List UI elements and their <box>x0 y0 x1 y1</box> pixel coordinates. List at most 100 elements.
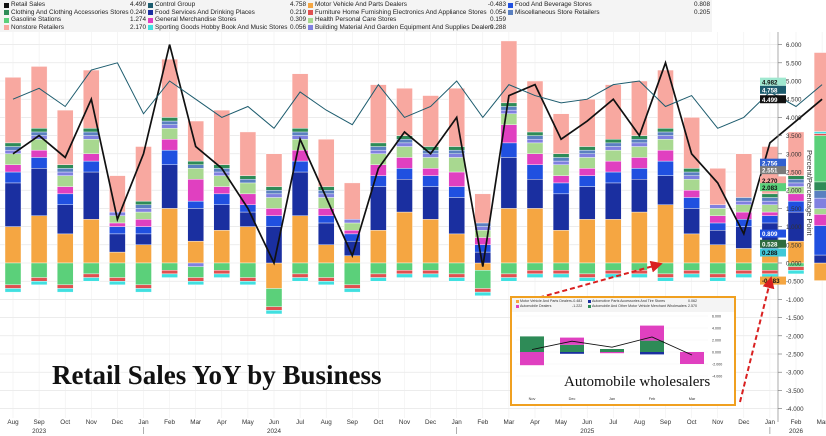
bar-segment: General Merchandise Stores: 0.2 <box>4 164 22 173</box>
svg-text:4.758: 4.758 <box>762 87 778 94</box>
bar-segment: Motor Vehicle And Parts Dealers: 1.4 <box>396 211 413 264</box>
bar-segment: Motor Vehicle And Parts Dealers: -0.7 <box>265 262 283 289</box>
bar-segment: Nonstore Retailers: 1.5 <box>213 109 231 165</box>
bar-segment: Food And Beverage Stores: 0.3 <box>30 157 48 169</box>
bar-segment: Clothing And Clothing Accessories Stores… <box>187 160 204 165</box>
inset-title: Automobile wholesalers <box>564 374 711 390</box>
x-tick-label: Feb <box>477 419 488 426</box>
bar-segment: Furniture Home Furnishing Electronics An… <box>735 270 752 275</box>
bar-segment: Gasoline Stations: -0.3 <box>657 262 674 275</box>
chart-lines <box>12 44 823 267</box>
bar-segment: Building Material And Garden Equipment A… <box>709 204 726 209</box>
inset-x-tick: Nov <box>529 397 536 401</box>
bar-segment: General Merchandise Stores: 0.2 <box>57 186 74 195</box>
x-tick-label: Dec <box>738 419 749 426</box>
bar-segment: Sporting Goods Hobby Book And Music Stor… <box>735 273 752 278</box>
svg-text:2.083: 2.083 <box>762 185 778 192</box>
bar-segment: Motor Vehicle And Parts Dealers: 1.2 <box>579 219 596 264</box>
bar-segment: Food And Beverage Stores: 0.3 <box>57 193 74 205</box>
svg-text:-0.483: -0.483 <box>762 278 780 285</box>
x-tick-label: Feb <box>791 419 802 426</box>
y-tick-label: -0.500 <box>786 279 804 286</box>
bar-segment: Building Material And Garden Equipment A… <box>683 175 700 180</box>
x-tick-label: Sep <box>347 419 359 426</box>
bar-segment: Gasoline Stations: -0.4 <box>239 262 257 278</box>
legend-swatch <box>308 10 313 16</box>
bar-segment: Food And Beverage Stores: 0.2 <box>109 226 126 235</box>
bar-segment: Motor Vehicle And Parts Dealers: 1.2 <box>422 219 439 264</box>
bar-segment: General Merchandise Stores: 0.3 <box>526 153 544 165</box>
inset-bar-segment <box>560 344 584 352</box>
bar-segment: Nonstore Retailers: 1 <box>709 168 726 205</box>
bar-segment: Food Services And Drinking Places: 0.7 <box>213 204 231 231</box>
inset-legend-label: Automobile Dealers <box>520 304 552 308</box>
legend-value: 0.205 <box>694 8 710 16</box>
y-tick-label: 0.500 <box>786 242 802 249</box>
legend-label: Health Personal Care Stores <box>315 16 397 24</box>
bar-segment: Furniture Home Furnishing Electronics An… <box>500 273 518 278</box>
bar-segment: Sporting Goods Hobby Book And Music Stor… <box>396 273 413 278</box>
bar-segment: Furniture Home Furnishing Electronics An… <box>344 284 361 289</box>
bar-segment: Sporting Goods Hobby Book And Music Stor… <box>4 288 22 293</box>
bar-segment: Health Personal Care Stores: 0.3 <box>657 139 674 151</box>
bar-segment: Gasoline Stations: -0.2 <box>735 262 752 271</box>
y-tick-label: 2.000 <box>786 188 802 195</box>
legend-swatch <box>4 10 9 16</box>
y-tick-label: -1.000 <box>786 297 804 304</box>
x-tick-label: Feb <box>164 419 175 426</box>
bar-segment: Clothing And Clothing Accessories Stores… <box>318 186 335 191</box>
legend-swatch <box>308 25 313 31</box>
year-label: 2023 <box>32 428 47 435</box>
bar-segment: Gasoline Stations: -0.5 <box>265 288 283 307</box>
bar-segment: Food Services And Drinking Places: 0.9 <box>579 186 596 220</box>
legend-item: Retail Sales <box>4 1 45 9</box>
x-tick-label: Nov <box>712 419 724 426</box>
bar-segment: General Merchandise Stores: 0.2 <box>135 219 152 227</box>
bar-segment: Gasoline Stations: -0.3 <box>83 262 100 275</box>
bar-segment: Furniture Home Furnishing Electronics An… <box>161 270 178 275</box>
bar-segment: Clothing And Clothing Accessories Stores… <box>500 102 518 107</box>
x-tick-label: Mar <box>190 419 201 426</box>
value-badge: 0.528 <box>760 239 786 248</box>
bar-segment: Food And Beverage Stores: 0.3 <box>83 160 100 173</box>
bar-segment: Food And Beverage Stores: 0.3 <box>605 171 622 184</box>
x-tick-label: Dec <box>112 419 123 426</box>
bar-segment: Food Services And Drinking Places: 0.8 <box>526 179 544 209</box>
inset-x-tick: Feb <box>649 397 656 401</box>
bar-segment: Miscellaneous Store Retailers: 0.1 <box>291 131 309 136</box>
bar-segment: Motor Vehicle And Parts Dealers: 1.5 <box>500 208 518 264</box>
bar-segment: Clothing And Clothing Accessories Stores… <box>239 175 257 180</box>
bar-segment: Clothing And Clothing Accessories Stores… <box>657 128 674 133</box>
inset-bar-segment <box>640 325 664 341</box>
inset-legend-item: Automobile And Other Motor Vehicle Merch… <box>588 304 687 309</box>
bar-segment: Nonstore Retailers: 1.5 <box>57 109 74 165</box>
x-tick-label: May <box>242 419 255 426</box>
bar-segment: Miscellaneous Store Retailers: 0.1 <box>631 139 648 144</box>
bar-segment: Furniture Home Furnishing Electronics An… <box>213 270 231 275</box>
bar-segment: Gasoline Stations: -0.3 <box>187 266 204 278</box>
legend-value: 0.159 <box>490 16 506 24</box>
bar-segment: Food And Beverage Stores: 0.808 <box>813 225 826 256</box>
inset-legend-item: Automotive Parts Accessories And Tire St… <box>588 299 665 304</box>
bar-segment: Food And Beverage Stores: 0.3 <box>396 168 413 180</box>
bar-segment: Health Personal Care Stores: 0.3 <box>4 153 22 165</box>
legend-item: Control Group <box>148 1 195 9</box>
bar-segment: General Merchandise Stores: 0.2 <box>683 189 700 198</box>
inset-bar-segment <box>560 352 584 354</box>
bar-segment: Food Services And Drinking Places: 0.4 <box>709 230 726 246</box>
inset-chart-canvas: 6.000 4.000 2.000 0.000 -2.000 -4.000 Nov Dec Ja… <box>516 315 722 401</box>
x-tick-label: Nov <box>399 419 411 426</box>
bar-segment: Gasoline Stations: -0.6 <box>135 262 152 286</box>
y-tick-label: -3.000 <box>786 370 804 377</box>
y-tick-label: 1.500 <box>786 206 802 213</box>
bar-segment: Miscellaneous Store Retailers: 0.1 <box>683 171 700 176</box>
x-tick-label: Apr <box>217 419 227 426</box>
bar-segment: Sporting Goods Hobby Book And Music Stor… <box>370 277 387 282</box>
y-tick-label: 3.500 <box>786 133 802 140</box>
x-tick-label: Nov <box>86 419 98 426</box>
inset-bar-segment <box>640 340 664 352</box>
bar-segment: Miscellaneous Store Retailers: 0.1 <box>187 164 204 169</box>
bar-segment: Sporting Goods Hobby Book And Music Stor… <box>657 277 674 282</box>
inset-bar-segment <box>680 352 704 364</box>
bar-segment: Building Material And Garden Equipment A… <box>500 109 518 114</box>
